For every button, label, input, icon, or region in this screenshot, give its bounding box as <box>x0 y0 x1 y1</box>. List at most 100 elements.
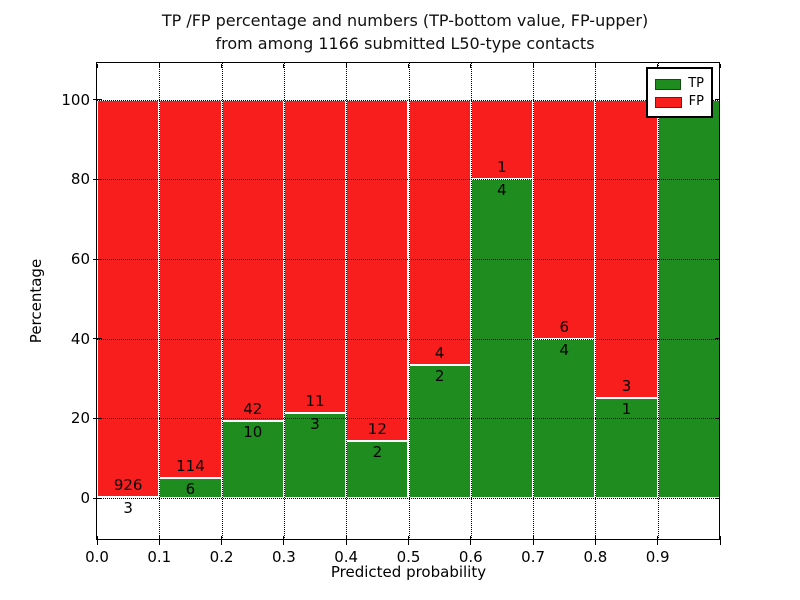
y-axis-tick-right <box>715 417 719 419</box>
y-axis-tick <box>93 497 102 499</box>
x-tick-label: 0.8 <box>583 548 608 566</box>
gridline-vertical <box>533 63 535 540</box>
count-label-fp: 12 <box>367 420 387 439</box>
x-axis-tick-top <box>594 64 596 68</box>
x-axis-tick-top <box>283 64 285 68</box>
legend-label-fp: FP <box>688 94 704 109</box>
count-label-tp: 6 <box>185 480 196 499</box>
bar-segment-fp <box>533 99 596 339</box>
x-axis-tick-top <box>221 64 223 68</box>
legend-swatch-tp-icon <box>655 78 682 90</box>
x-tick-label: 0.3 <box>271 548 296 566</box>
legend-swatch-fp-icon <box>655 96 682 108</box>
x-axis-tick <box>470 536 472 545</box>
x-tick-label: 0.2 <box>209 548 234 566</box>
bar-segment-fp <box>283 99 347 413</box>
y-tick-label: 80 <box>70 170 90 189</box>
y-tick-label: 0 <box>80 489 90 507</box>
x-axis-tick <box>345 536 347 545</box>
x-axis-tick-top <box>345 64 347 68</box>
bar-segment-tp <box>283 412 347 498</box>
y-axis-tick <box>93 417 102 419</box>
x-axis-tick-top <box>532 64 534 68</box>
bar-segment-tp <box>221 421 284 498</box>
y-axis-tick-right <box>715 178 719 180</box>
y-tick-label: 40 <box>70 329 90 348</box>
gridline-vertical <box>595 63 597 540</box>
x-tick-label: 0.5 <box>396 548 421 566</box>
gridline-vertical <box>159 63 161 540</box>
count-label-fp: 3 <box>621 377 632 396</box>
x-axis-tick-top <box>96 64 98 68</box>
count-label-tp: 4 <box>497 181 507 200</box>
x-axis-label: Predicted probability <box>330 563 487 581</box>
count-label-tp: 3 <box>310 414 320 433</box>
bar-segment-tp <box>595 398 658 498</box>
count-label-tp: 1 <box>621 400 632 419</box>
y-axis-tick <box>93 258 102 260</box>
plot-area: 9263114642101131224214643112 <box>97 63 720 540</box>
bar-segment-fp <box>408 99 471 366</box>
legend-item-fp: FP <box>655 94 704 110</box>
bar-segment-fp <box>595 99 658 399</box>
gridline-vertical <box>470 63 472 540</box>
legend-label-tp: TP <box>688 76 704 91</box>
x-axis-tick-top <box>158 64 160 68</box>
bar-segment-fp <box>221 99 284 422</box>
x-axis-tick <box>719 536 721 545</box>
x-axis-tick <box>96 536 98 545</box>
y-axis-tick-right <box>715 497 719 499</box>
count-label-tp: 3 <box>123 498 133 517</box>
x-axis-tick <box>283 536 285 545</box>
count-label-fp: 11 <box>305 391 325 410</box>
y-axis-tick <box>93 178 102 180</box>
bar-segment-tp <box>657 99 720 498</box>
count-label-fp: 4 <box>434 344 445 363</box>
gridline-vertical <box>221 63 223 540</box>
x-tick-label: 0.1 <box>147 548 172 566</box>
x-axis-tick-top <box>657 64 659 68</box>
chart-title-line1: TP /FP percentage and numbers (TP-bottom… <box>161 11 649 30</box>
gridline-vertical <box>346 63 348 540</box>
chart-title-line2: from among 1166 submitted L50-type conta… <box>215 34 595 53</box>
gridline-vertical <box>657 63 659 540</box>
count-label-fp: 6 <box>559 317 570 336</box>
bar-segment-fp <box>159 99 222 479</box>
x-axis-tick-top <box>408 64 409 68</box>
y-axis-tick <box>93 99 102 101</box>
count-label-tp: 4 <box>559 340 570 359</box>
bar-segment-fp <box>97 99 160 497</box>
y-tick-label: 60 <box>70 250 90 269</box>
y-axis-tick-right <box>715 338 719 340</box>
count-label-tp: 2 <box>372 443 383 462</box>
x-axis-tick <box>657 536 659 545</box>
x-axis-tick-top <box>719 64 721 68</box>
x-tick-label: 0.4 <box>334 548 359 566</box>
x-tick-label: 0.7 <box>521 548 546 566</box>
count-label-fp: 114 <box>176 457 205 476</box>
x-axis-tick-top <box>470 64 472 68</box>
y-tick-label: 100 <box>61 90 90 109</box>
count-label-fp: 926 <box>113 475 143 494</box>
y-axis-tick <box>93 338 102 340</box>
y-tick-label: 20 <box>70 409 90 428</box>
legend-item-tp: TP <box>655 76 704 92</box>
count-label-fp: 1 <box>497 158 507 177</box>
x-tick-label: 0.6 <box>458 548 483 566</box>
count-label-tp: 10 <box>243 423 263 442</box>
x-axis-tick <box>532 536 534 545</box>
x-axis-tick <box>594 536 596 545</box>
x-tick-label: 0.0 <box>85 548 109 566</box>
count-label-tp: 2 <box>434 367 445 386</box>
x-axis-tick <box>158 536 160 545</box>
gridline-vertical <box>283 63 285 540</box>
bar-segment-fp <box>346 99 409 442</box>
x-tick-label: 0.9 <box>645 548 670 566</box>
x-axis-tick <box>221 536 223 545</box>
gridline-vertical <box>408 63 410 540</box>
legend: TP FP <box>646 67 713 118</box>
y-axis-tick-right <box>715 99 719 101</box>
x-axis-tick <box>408 536 409 545</box>
chart-title: TP /FP percentage and numbers (TP-bottom… <box>60 9 750 55</box>
